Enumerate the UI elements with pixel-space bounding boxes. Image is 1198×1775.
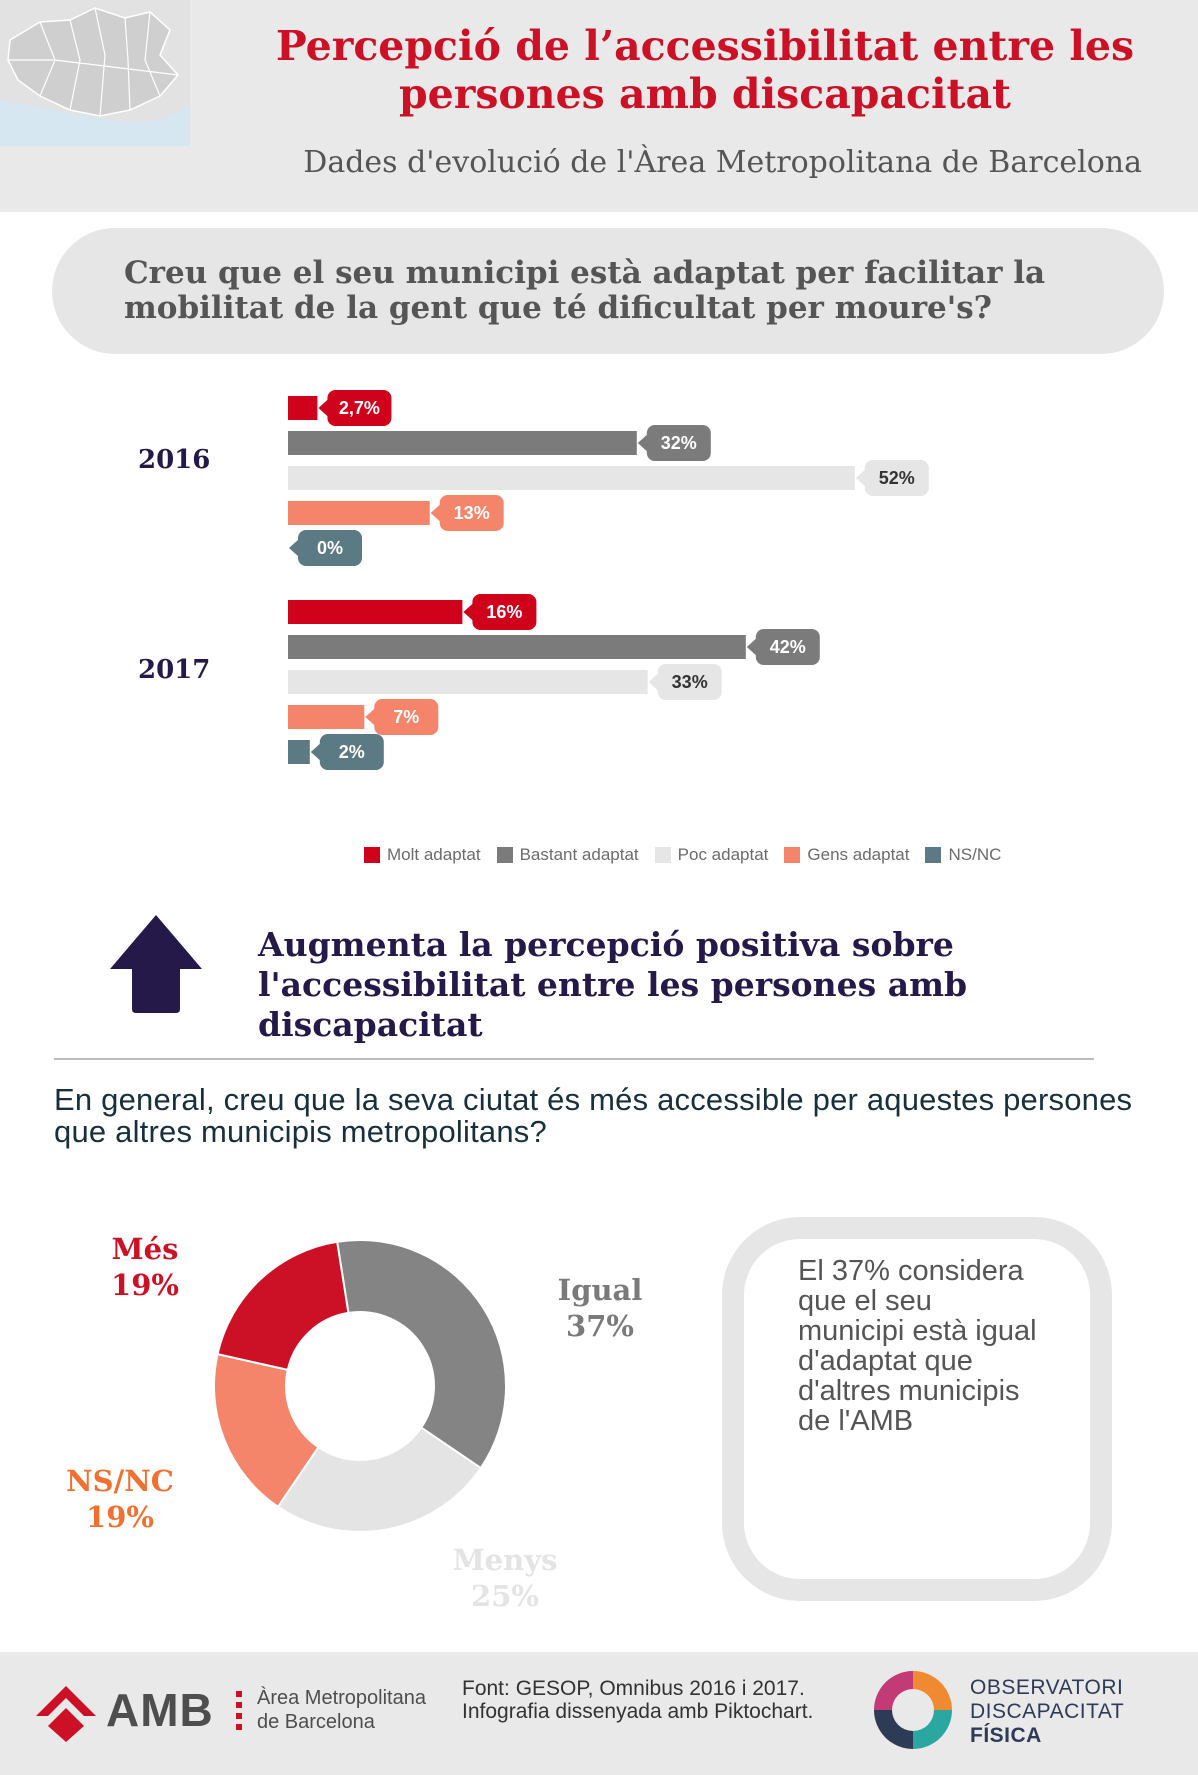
bar-molt-2017 [288, 600, 463, 624]
label-mes-name: Més [111, 1232, 179, 1266]
donut-slice-nsnc [213, 1352, 320, 1509]
label-igual-value: 37% [566, 1309, 634, 1343]
year-label-2016: 2016 [138, 445, 210, 475]
map-thumbnail [0, 0, 190, 146]
callout-frame [722, 1217, 1112, 1601]
question-pill [52, 228, 1164, 354]
donut-chart [213, 1239, 507, 1533]
bar-molt-2016 [288, 396, 318, 420]
data-label-poc-2016: 52% [855, 460, 929, 496]
data-label-molt-2016: 2,7% [318, 390, 392, 426]
question-1: Creu que el seu municipi està adaptat pe… [124, 255, 1046, 326]
odf-line-1: OBSERVATORI [970, 1676, 1124, 1699]
legend-swatch-bastant [496, 847, 513, 863]
label-nsnc-name: NS/NC [66, 1464, 174, 1498]
amb-wordmark: AMB [106, 1684, 214, 1736]
footer [0, 1652, 1198, 1775]
arrow-up-icon [110, 915, 202, 1013]
chart-legend: Molt adaptat Bastant adaptat Poc adaptat Ge… [364, 844, 1001, 866]
amb-logo-icon [36, 1686, 96, 1742]
legend-item-gens: Gens adaptat [784, 845, 909, 865]
bar-chart: 2016 2,7% 32% 52% 13% 0% 2017 16% 42% 33% 7% 2% [138, 390, 929, 770]
data-label-bastant-2017: 42% [746, 629, 820, 665]
amb-name: Àrea Metropolitana de Barcelona [257, 1686, 426, 1734]
legend-item-molt: Molt adaptat [364, 845, 481, 865]
label-igual-name: Igual [557, 1273, 643, 1307]
svg-text:32%: 32% [661, 433, 697, 453]
label-igual: Igual 37% [545, 1272, 655, 1344]
legend-item-poc: Poc adaptat [654, 845, 769, 865]
legend-item-nsnc: NS/NC [925, 845, 1001, 865]
source-note: Font: GESOP, Omnibus 2016 i 2017. Infogr… [462, 1677, 814, 1723]
page-title: Percepció de l’accessibilitat entre les … [275, 22, 1135, 118]
legend-swatch-nsnc [925, 847, 942, 863]
odf-name: OBSERVATORI DISCAPACITAT FÍSICA [970, 1676, 1124, 1748]
bar-nsnc-2017 [288, 740, 310, 764]
bar-poc-2017 [288, 670, 648, 694]
data-label-gens-2016: 13% [430, 495, 504, 531]
svg-text:2%: 2% [339, 742, 365, 762]
odf-logo-icon [874, 1671, 952, 1749]
question-2: En general, creu que la seva ciutat és m… [54, 1082, 1133, 1149]
bar-gens-2016 [288, 501, 430, 525]
bar-bastant-2016 [288, 431, 637, 455]
svg-text:7%: 7% [393, 707, 419, 727]
amb-separator [236, 1691, 242, 1735]
svg-text:16%: 16% [486, 602, 522, 622]
data-label-nsnc-2016: 0% [289, 530, 362, 566]
page-subtitle: Dades d'evolució de l'Àrea Metropolitana… [303, 145, 1142, 180]
odf-line-3: FÍSICA [970, 1724, 1042, 1747]
header-band [0, 0, 1198, 212]
legend-label-gens: Gens adaptat [807, 845, 910, 864]
divider [54, 1058, 1094, 1060]
odf-line-2: DISCAPACITAT [970, 1700, 1125, 1723]
legend-swatch-molt [364, 847, 380, 863]
svg-text:0%: 0% [317, 538, 343, 558]
svg-text:33%: 33% [672, 672, 708, 692]
amb-name-line-1: Àrea Metropolitana [257, 1687, 426, 1709]
legend-swatch-poc [654, 847, 671, 863]
legend-label-bastant: Bastant adaptat [519, 845, 639, 864]
svg-text:42%: 42% [770, 637, 806, 657]
svg-text:2,7%: 2,7% [339, 398, 380, 418]
donut-slice-menys [276, 1426, 483, 1533]
svg-text:52%: 52% [879, 468, 915, 488]
label-menys: Menys 25% [445, 1542, 565, 1614]
bar-bastant-2017 [288, 635, 746, 659]
label-nsnc: NS/NC 19% [60, 1463, 180, 1535]
data-label-gens-2017: 7% [365, 699, 439, 735]
label-mes: Més 19% [100, 1231, 190, 1303]
data-label-nsnc-2017: 2% [310, 734, 384, 770]
legend-swatch-gens [784, 847, 801, 863]
legend-label-nsnc: NS/NC [948, 845, 1002, 864]
data-label-bastant-2016: 32% [637, 425, 711, 461]
year-label-2017: 2017 [138, 655, 210, 685]
donut-slice-mes [216, 1240, 350, 1372]
label-nsnc-value: 19% [86, 1500, 154, 1534]
amb-name-line-2: de Barcelona [257, 1711, 375, 1733]
svg-text:13%: 13% [454, 503, 490, 523]
label-mes-value: 19% [111, 1268, 179, 1302]
label-menys-name: Menys [452, 1543, 558, 1577]
donut-slice-igual [336, 1239, 507, 1470]
bar-poc-2016 [288, 466, 855, 490]
data-label-poc-2017: 33% [648, 664, 722, 700]
legend-label-poc: Poc adaptat [677, 845, 769, 864]
label-menys-value: 25% [471, 1579, 539, 1613]
legend-item-bastant: Bastant adaptat [496, 845, 639, 865]
callout-text: El 37% considera que el seu municipi est… [798, 1255, 1037, 1437]
headline: Augmenta la percepció positiva sobre l'a… [258, 925, 968, 1044]
legend-label-molt: Molt adaptat [387, 845, 481, 864]
bar-gens-2017 [288, 705, 365, 729]
data-label-molt-2017: 16% [463, 594, 537, 630]
